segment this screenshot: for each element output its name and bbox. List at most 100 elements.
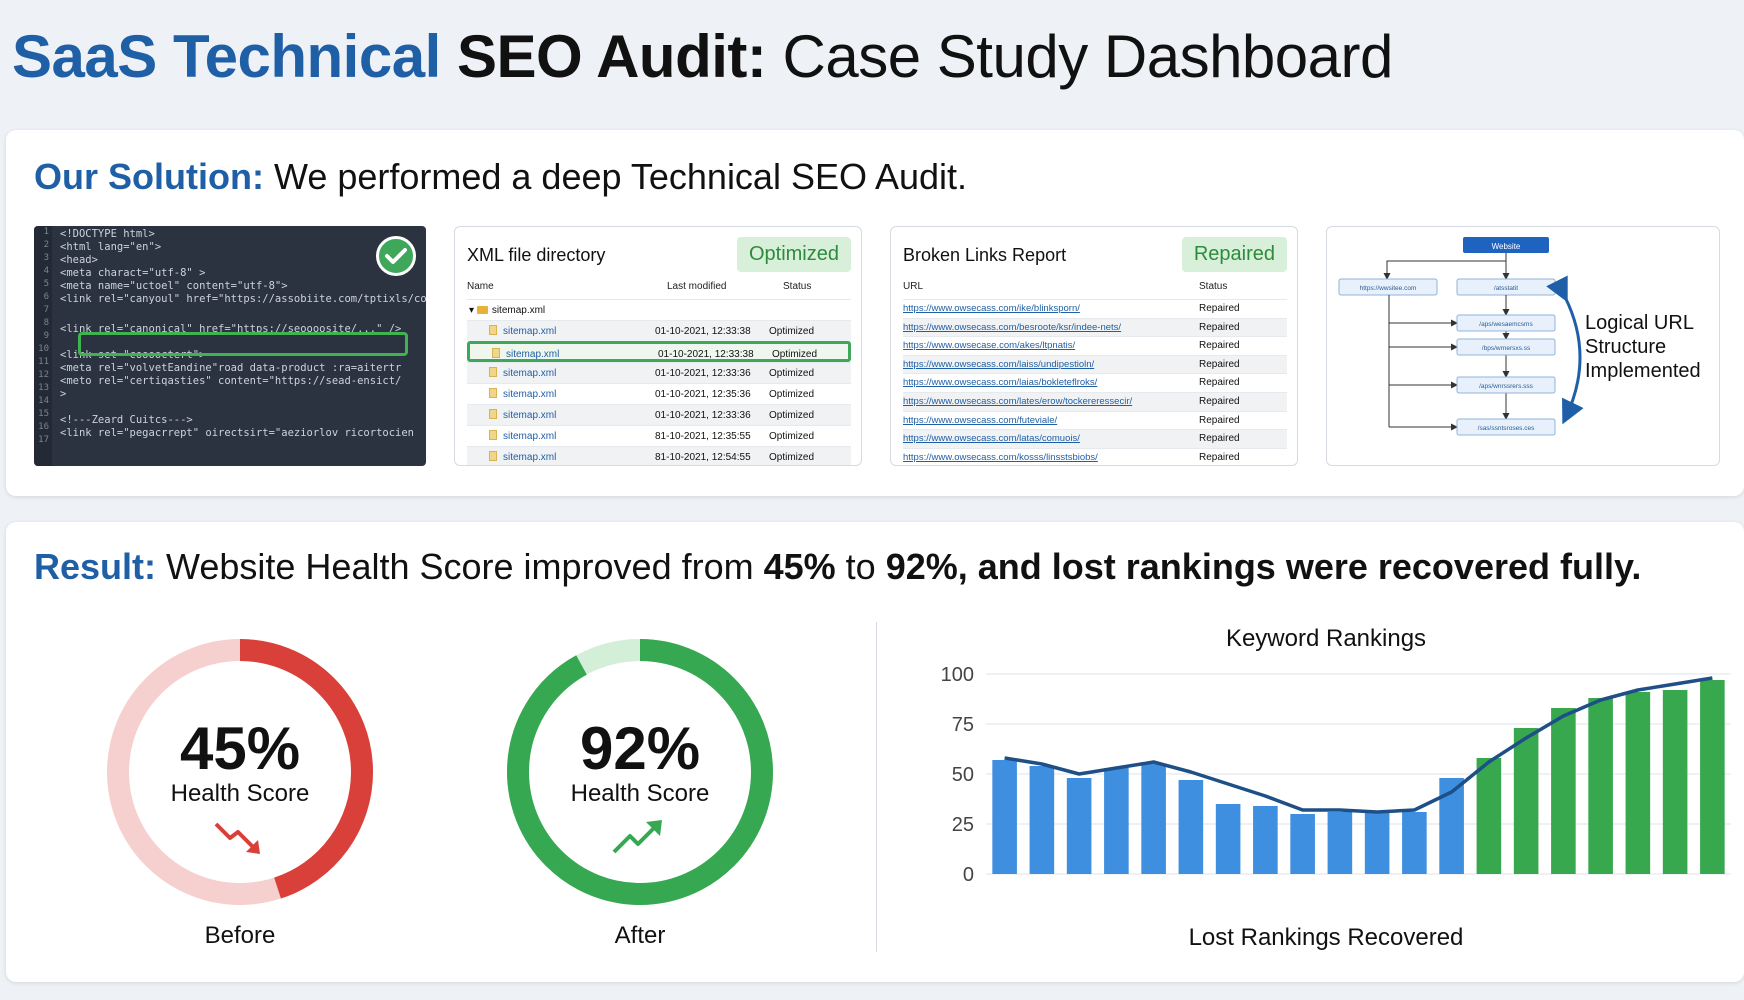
link-url[interactable]: https://www.owsecass.com/futeviale/ bbox=[903, 414, 1058, 426]
before-gauge: 45% Health Score bbox=[100, 632, 380, 912]
line-number: 3 bbox=[43, 253, 49, 263]
solution-card: Our Solution: We performed a deep Techni… bbox=[6, 130, 1744, 496]
xml-table-header: Name Last modified Status bbox=[467, 281, 851, 297]
line-number: 7 bbox=[43, 305, 49, 315]
status-cell: Optimized bbox=[772, 349, 818, 360]
status-cell: Repaired bbox=[1199, 340, 1240, 352]
table-row[interactable]: sitemap.xml 01-10-2021, 12:33:36 Optimized bbox=[467, 362, 851, 383]
status-cell: Optimized bbox=[769, 368, 815, 379]
table-row[interactable]: sitemap.xml 01-10-2021, 12:33:38 Optimized bbox=[467, 320, 851, 341]
optimized-badge: Optimized bbox=[736, 237, 851, 272]
modified-cell: 01-10-2021, 12:35:36 bbox=[655, 389, 751, 400]
before-caption: Before bbox=[204, 922, 276, 949]
table-row: https://www.owsecass.com/laiss/undipesti… bbox=[903, 354, 1287, 374]
file-icon bbox=[489, 325, 497, 335]
link-url[interactable]: https://www.owsecass.com/lates/erow/tock… bbox=[903, 395, 1133, 407]
bar bbox=[1513, 728, 1539, 874]
code-line: <meta rel="volvetEandine"road data-produ… bbox=[60, 362, 402, 374]
trend-up-icon bbox=[612, 820, 662, 854]
status-cell: Optimized bbox=[769, 431, 815, 442]
child-node bbox=[1456, 418, 1556, 436]
broken-links-panel: Broken Links Report Repaired URL Status … bbox=[890, 226, 1298, 466]
code-line: <link rel="canyoul" href="https://assobi… bbox=[60, 293, 426, 305]
bar bbox=[1215, 804, 1241, 874]
link-url[interactable]: https://www.owsecass.com/kosss/linsstsbi… bbox=[903, 451, 1098, 463]
table-row: https://www.owsecass.com/lates/erow/tock… bbox=[903, 391, 1287, 411]
table-row[interactable]: sitemap.xml 01-10-2021, 12:33:36 Optimized bbox=[467, 404, 851, 425]
before-score-value: 45% bbox=[179, 715, 301, 782]
left-node bbox=[1338, 278, 1438, 296]
code-line: <!---Zeard Cuitcs---> bbox=[60, 414, 193, 426]
child-node-label: /sas/ssntsroses.ces bbox=[1478, 425, 1535, 432]
status-cell: Repaired bbox=[1199, 414, 1240, 426]
line-number: 4 bbox=[43, 266, 49, 276]
file-icon bbox=[489, 388, 497, 398]
code-line bbox=[60, 401, 422, 414]
link-url[interactable]: https://www.owsecass.com/besroote/ksr/in… bbox=[903, 321, 1122, 333]
canonical-highlight bbox=[78, 332, 408, 356]
table-row: https://www.owsecass.com/laias/bokletefl… bbox=[903, 373, 1287, 392]
table-row[interactable]: sitemap.xml 81-10-2021, 12:35:55 Optimized bbox=[467, 425, 851, 446]
bar bbox=[1029, 766, 1055, 874]
code-gutter: 1 2 3 4 5 6 7 8 9 10 11 12 13 14 15 16 17 bbox=[34, 226, 52, 466]
before-score-label: Health Score bbox=[170, 780, 310, 807]
status-cell: Repaired bbox=[1199, 377, 1240, 389]
child-node-label: /aps/wnrssrers.sss bbox=[1479, 383, 1534, 390]
code-line: <meta name="uctoel" content="utf-8"> bbox=[60, 280, 288, 292]
line-number: 2 bbox=[43, 240, 49, 250]
table-row: https://www.owsecass.com/ike/blinksporn/… bbox=[903, 299, 1287, 318]
modified-cell: 01-10-2021, 12:33:38 bbox=[655, 326, 751, 337]
root-node bbox=[1463, 237, 1549, 253]
folder-icon bbox=[476, 306, 488, 314]
status-cell: Repaired bbox=[1199, 433, 1240, 445]
table-row[interactable]: sitemap.xml 01-10-2021, 12:35:36 Optimized bbox=[467, 383, 851, 404]
line-number: 17 bbox=[38, 435, 49, 445]
y-tick-label: 0 bbox=[963, 864, 974, 886]
child-node-label: /aps/wesaemcsms bbox=[1479, 321, 1533, 328]
status-cell: Repaired bbox=[1199, 358, 1240, 370]
line-number: 9 bbox=[43, 331, 49, 341]
file-name: sitemap.xml bbox=[503, 410, 557, 421]
result-card: Result: Website Health Score improved fr… bbox=[6, 522, 1744, 982]
code-line: <head> bbox=[60, 254, 98, 266]
code-line: <meto rel="certiqasties" content="https:… bbox=[60, 375, 402, 387]
code-line: <html lang="en"> bbox=[60, 241, 162, 253]
bar bbox=[1290, 814, 1315, 874]
link-url[interactable]: https://www.owsecase.com/akes/ltpnatis/ bbox=[903, 340, 1076, 352]
bar bbox=[1588, 698, 1613, 874]
modified-cell: 81-10-2021, 12:54:55 bbox=[655, 452, 751, 463]
file-name: sitemap.xml bbox=[506, 349, 560, 360]
trend-line bbox=[1004, 676, 1713, 814]
bar bbox=[1551, 708, 1576, 874]
bar bbox=[1178, 780, 1204, 874]
bar bbox=[1364, 812, 1390, 874]
xml-panel-title: XML file directory bbox=[467, 245, 606, 265]
table-row[interactable]: sitemap.xml 01-10-2021, 12:33:38 Optimized bbox=[467, 341, 851, 362]
bar bbox=[1066, 778, 1092, 874]
file-name: sitemap.xml bbox=[503, 452, 557, 463]
table-row: https://www.owsecass.com/kosss/linsstsbi… bbox=[903, 447, 1287, 465]
table-row[interactable]: sitemap.xml 81-10-2021, 12:54:55 Optimized bbox=[467, 446, 851, 465]
link-url[interactable]: https://www.owsecass.com/laiss/undipesti… bbox=[903, 358, 1095, 370]
links-table-header: URL Status bbox=[903, 281, 1287, 297]
table-row: https://www.owsecass.com/futeviale/Repai… bbox=[903, 410, 1287, 430]
folder-row[interactable]: ▾ sitemap.xml bbox=[467, 299, 851, 320]
file-icon bbox=[492, 348, 500, 358]
table-row: https://www.owsecass.com/latas/comuois/R… bbox=[903, 429, 1287, 448]
chart-title: Keyword Rankings bbox=[1225, 625, 1427, 652]
child-node-label: /bps/wrnersxs.ss bbox=[1482, 345, 1531, 352]
url-structure-diagram: Website https://wwsitee.com /atsstatit /… bbox=[1326, 226, 1720, 466]
xml-table: ▾ sitemap.xml sitemap.xml 01-10-2021, 12:… bbox=[467, 299, 851, 465]
left-node-label: https://wwsitee.com bbox=[1360, 285, 1417, 292]
status-cell: Repaired bbox=[1199, 321, 1240, 333]
bar bbox=[1700, 680, 1725, 874]
right-node-label: /atsstatit bbox=[1494, 285, 1518, 292]
link-url[interactable]: https://www.owsecass.com/latas/comuois/ bbox=[903, 433, 1080, 445]
bar bbox=[1662, 690, 1688, 874]
modified-cell: 81-10-2021, 12:35:55 bbox=[655, 431, 751, 442]
link-url[interactable]: https://www.owsecass.com/laias/bokletefl… bbox=[903, 377, 1098, 389]
col-status: Status bbox=[1199, 281, 1228, 292]
line-number: 6 bbox=[43, 292, 49, 302]
link-url[interactable]: https://www.owsecass.com/ike/blinksporn/ bbox=[903, 303, 1080, 314]
result-headline: Result: Website Health Score improved fr… bbox=[34, 546, 1642, 587]
